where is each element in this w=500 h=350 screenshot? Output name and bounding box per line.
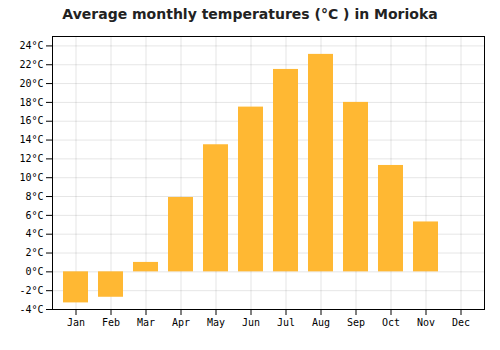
html-text:Average monthly temperatures (: Average monthly temperatures (°C ) in Mo… bbox=[62, 6, 438, 22]
svg-text:Feb: Feb bbox=[102, 317, 120, 328]
svg-text:Jul: Jul bbox=[277, 317, 295, 328]
svg-text:Dec: Dec bbox=[452, 317, 470, 328]
svg-text:Sep: Sep bbox=[347, 317, 365, 328]
svg-text:Jun: Jun bbox=[242, 317, 260, 328]
svg-text:12°C: 12°C bbox=[19, 153, 43, 164]
svg-text:-2°C: -2°C bbox=[19, 285, 43, 296]
svg-text:Jan: Jan bbox=[67, 317, 85, 328]
svg-text:18°C: 18°C bbox=[19, 97, 43, 108]
svg-text:2°C: 2°C bbox=[25, 247, 43, 258]
svg-text:0°C: 0°C bbox=[25, 266, 43, 277]
svg-text:10°C: 10°C bbox=[19, 172, 43, 183]
svg-text:20°C: 20°C bbox=[19, 78, 43, 89]
svg-text:8°C: 8°C bbox=[25, 191, 43, 202]
svg-text:-4°C: -4°C bbox=[19, 304, 43, 315]
svg-text:Apr: Apr bbox=[172, 317, 190, 328]
svg-text:Aug: Aug bbox=[312, 317, 330, 328]
svg-text:Mar: Mar bbox=[137, 317, 155, 328]
svg-text:Nov: Nov bbox=[417, 317, 435, 328]
svg-text:22°C: 22°C bbox=[19, 59, 43, 70]
svg-text:4°C: 4°C bbox=[25, 228, 43, 239]
svg-text:16°C: 16°C bbox=[19, 115, 43, 126]
svg-text:24°C: 24°C bbox=[19, 40, 43, 51]
svg-text:Oct: Oct bbox=[382, 317, 400, 328]
svg-text:6°C: 6°C bbox=[25, 210, 43, 221]
svg-text:14°C: 14°C bbox=[19, 134, 43, 145]
svg-text:May: May bbox=[207, 317, 225, 328]
